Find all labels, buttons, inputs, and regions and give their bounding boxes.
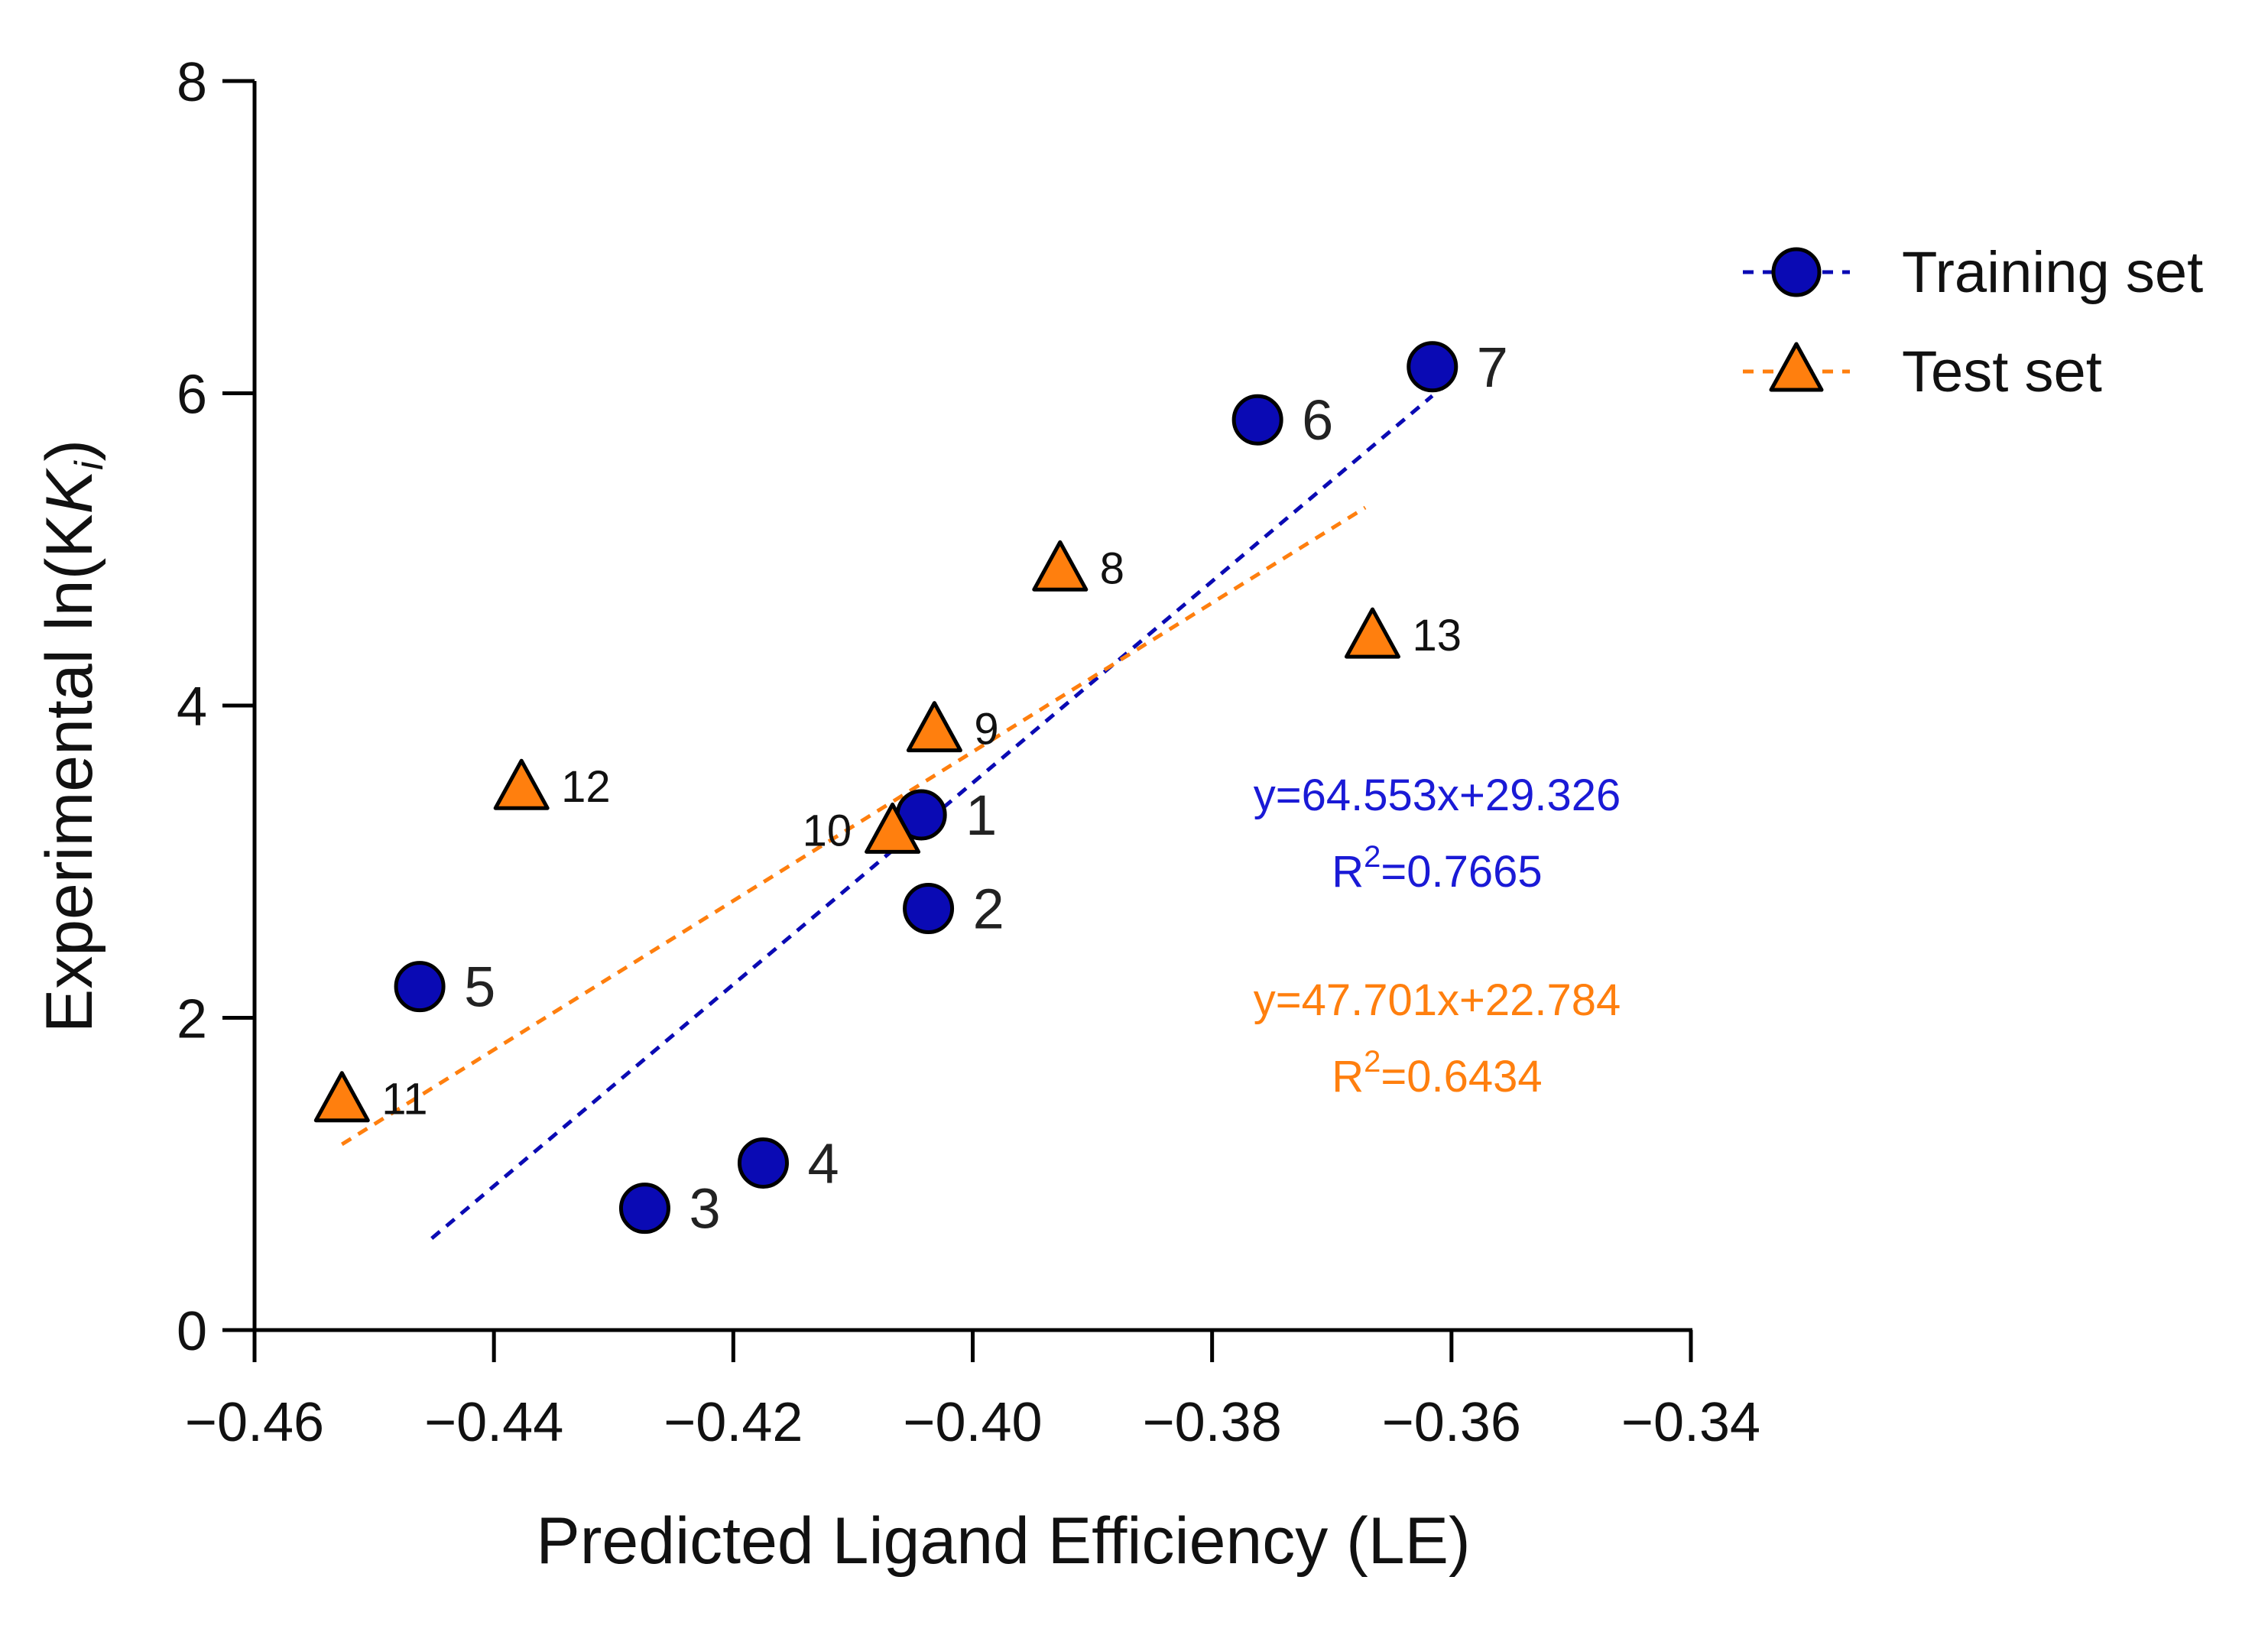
test-fit-r2: R2=0.6434: [1332, 1045, 1542, 1102]
training-point-5: [394, 961, 446, 1013]
x-axis-title: Predicted Ligand Efficiency (LE): [536, 1504, 1470, 1578]
y-axis-title-subscript: i: [67, 460, 112, 470]
point-label-3: 3: [689, 1177, 720, 1241]
point-label-2: 2: [973, 878, 1004, 941]
training-fit-equation: y=64.553x+29.326: [1254, 771, 1621, 820]
point-label-8: 8: [1100, 543, 1124, 593]
y-tick-label: 0: [177, 1301, 207, 1362]
y-axis-title-main: Experimental ln(K: [33, 514, 106, 1033]
point-label-1: 1: [965, 784, 997, 847]
fit-equations: y=64.553x+29.326 R2=0.7665 y=47.701x+22.…: [1254, 771, 1621, 1102]
y-axis-ticks: 0 2 4 6 8: [177, 52, 255, 1362]
training-point-2: [903, 883, 955, 935]
training-point-3: [618, 1183, 670, 1235]
training-fit-r2: R2=0.7665: [1332, 840, 1542, 897]
test-r2-exponent: 2: [1364, 1045, 1381, 1079]
test-point-9: [906, 701, 962, 753]
legend-training-label: Training set: [1902, 240, 2203, 305]
training-point-6: [1231, 394, 1283, 446]
legend-test-label: Test set: [1902, 339, 2102, 404]
x-tick-label: −0.36: [1382, 1392, 1521, 1453]
test-r2-value: =0.6434: [1381, 1052, 1542, 1102]
point-label-4: 4: [807, 1131, 839, 1195]
point-label-10: 10: [803, 806, 852, 855]
point-label-7: 7: [1477, 336, 1508, 399]
x-tick-label: −0.46: [185, 1392, 324, 1453]
test-point-10: [865, 802, 921, 854]
training-r2-prefix: R: [1332, 847, 1364, 897]
y-tick-label: 2: [177, 989, 207, 1050]
test-point-12: [493, 758, 550, 810]
point-label-13: 13: [1412, 611, 1462, 660]
x-tick-label: −0.40: [903, 1392, 1042, 1453]
point-label-5: 5: [464, 956, 495, 1019]
legend: Training set Test set: [1743, 240, 2203, 404]
y-axis-title-close: ): [33, 440, 106, 462]
legend-test-marker: [1769, 342, 1824, 392]
test-point-13: [1344, 607, 1400, 659]
point-label-12: 12: [561, 762, 611, 812]
x-tick-label: −0.42: [664, 1392, 803, 1453]
x-tick-label: −0.44: [424, 1392, 563, 1453]
legend-item-test: Test set: [1743, 339, 2102, 404]
point-label-6: 6: [1302, 388, 1333, 452]
data-points: [313, 341, 1458, 1235]
test-point-11: [313, 1071, 370, 1123]
training-point-4: [737, 1137, 789, 1189]
test-r2-prefix: R: [1332, 1052, 1364, 1102]
x-tick-label: −0.34: [1621, 1392, 1760, 1453]
y-tick-label: 4: [177, 676, 207, 738]
legend-training-marker: [1771, 247, 1822, 297]
point-label-9: 9: [974, 705, 998, 754]
point-label-11: 11: [381, 1075, 427, 1124]
training-r2-value: =0.7665: [1381, 847, 1542, 897]
legend-item-training: Training set: [1743, 240, 2203, 305]
training-r2-exponent: 2: [1364, 840, 1381, 874]
y-axis-title: Experimental ln(KKi): [33, 440, 112, 1033]
test-fit-equation: y=47.701x+22.784: [1254, 975, 1621, 1025]
training-point-7: [1407, 341, 1458, 393]
y-tick-label: 8: [177, 52, 207, 113]
test-point-8: [1032, 540, 1089, 592]
y-axis-title-k: K: [33, 467, 106, 514]
x-axis-ticks: −0.46 −0.44 −0.42 −0.40 −0.38 −0.36 −0.34: [185, 1330, 1760, 1453]
y-tick-label: 6: [177, 365, 207, 426]
test-fit-line: [340, 505, 1367, 1147]
x-tick-label: −0.38: [1143, 1392, 1282, 1453]
